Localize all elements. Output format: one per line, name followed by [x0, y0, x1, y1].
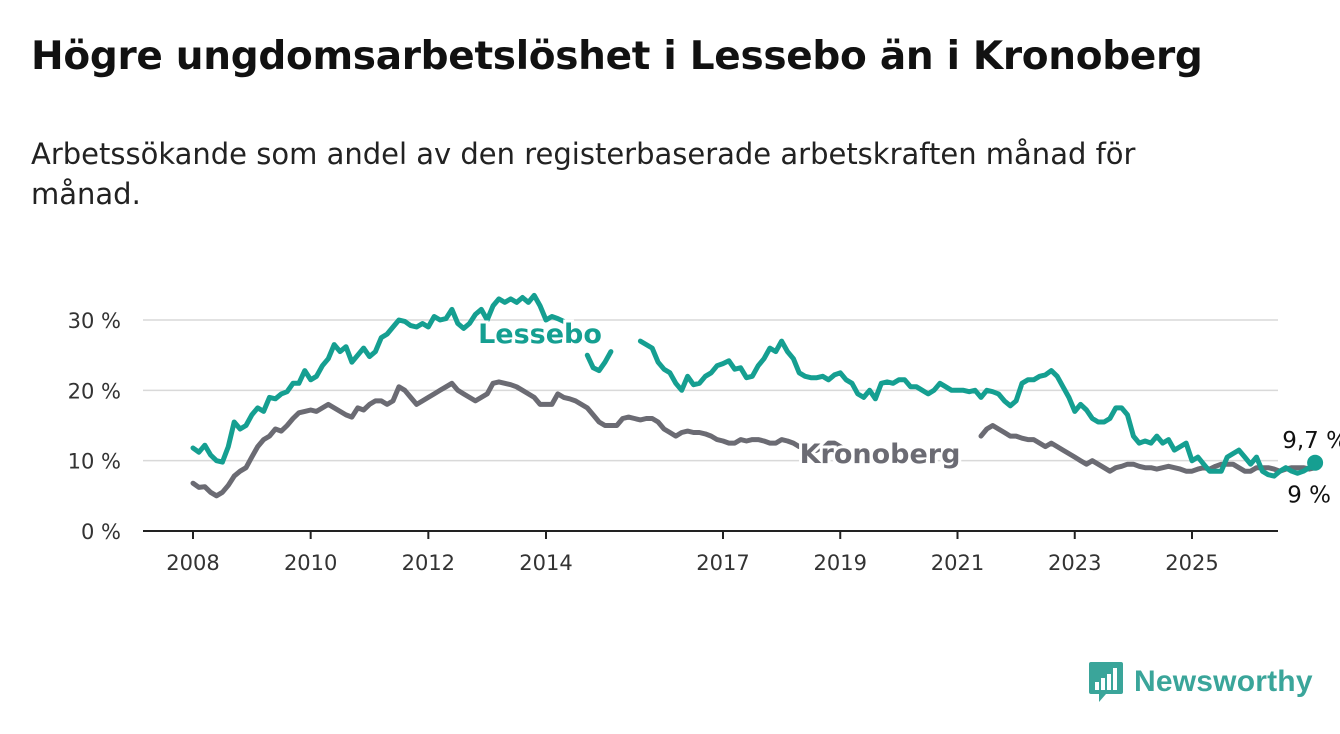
- page-subtitle: Arbetssökande som andel av den registerb…: [31, 137, 1136, 211]
- series-lines: [190, 292, 1318, 499]
- grid-lines: [143, 319, 1278, 462]
- y-tick-label: 30 %: [68, 309, 121, 333]
- x-tick-label: 2014: [519, 551, 572, 575]
- x-tick-label: 2021: [931, 551, 984, 575]
- lessebo-end-label: 9,7 %: [1282, 428, 1340, 454]
- x-tick-label: 2023: [1048, 551, 1101, 575]
- brand-name: Newsworthy: [1134, 665, 1313, 698]
- series-labels: Lessebo Kronoberg 9,7 % 9 %: [475, 316, 1340, 509]
- x-tick-label: 2010: [284, 551, 337, 575]
- y-tick-label: 0 %: [81, 520, 121, 544]
- page-title: Högre ungdomsarbetslöshet i Lessebo än i…: [31, 34, 1203, 79]
- newsworthy-logo-icon: [1089, 662, 1123, 702]
- x-tick-label: 2012: [402, 551, 455, 575]
- series-label-kronoberg: Kronoberg: [800, 439, 961, 470]
- kronoberg-end-label: 9 %: [1287, 483, 1331, 509]
- series-line-lessebo: [190, 292, 1318, 479]
- series-line-kronoberg: [190, 379, 1318, 499]
- lessebo-end-marker: [1307, 454, 1324, 471]
- series-label-lessebo: Lessebo: [478, 319, 602, 350]
- x-tick-label: 2008: [166, 551, 219, 575]
- x-axis: 2008 2010 2012 2014 2017 2019 2021 2023 2025: [143, 530, 1278, 575]
- y-tick-label: 20 %: [68, 379, 121, 403]
- x-tick-label: 2017: [696, 551, 749, 575]
- x-tick-label: 2019: [814, 551, 867, 575]
- y-axis-ticks: 0 % 10 % 20 % 30 %: [68, 309, 121, 544]
- y-tick-label: 10 %: [68, 450, 121, 474]
- x-tick-label: 2025: [1165, 551, 1218, 575]
- brand: Newsworthy: [1088, 660, 1313, 704]
